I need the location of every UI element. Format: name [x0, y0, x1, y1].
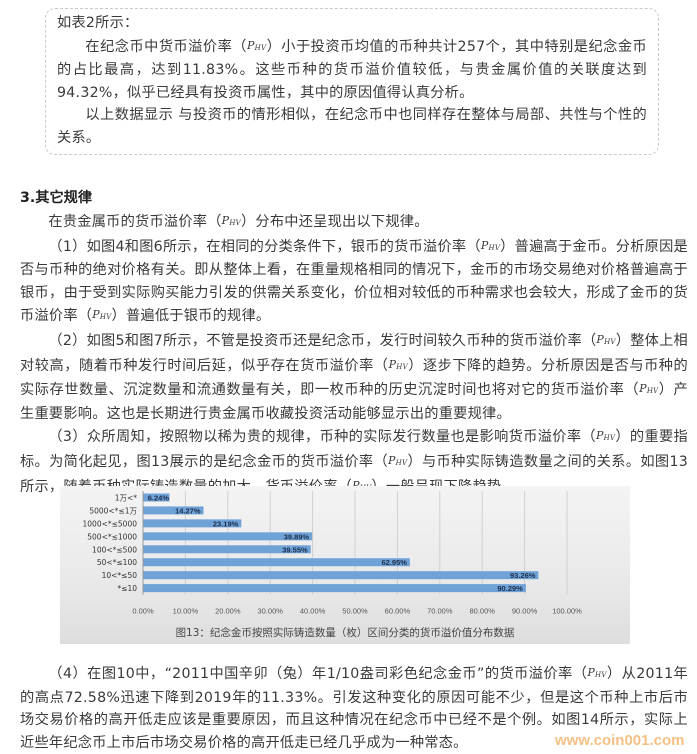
category-label: 1000<*≤5000 — [83, 519, 138, 528]
paragraph-4: （4）在图10中，“2011中国辛卯（兔）年1/10盎司彩色纪念金币”的货币溢价… — [20, 662, 688, 754]
watermark: www.coin001.com — [555, 732, 685, 749]
x-tick-label: 80.00% — [469, 607, 495, 616]
paragraph: 在纪念币中货币溢价率（PHV）小于投资币均值的币种共计257个，其中特别是纪念金… — [57, 35, 647, 105]
data-label: 14.27% — [175, 506, 201, 515]
paragraph: （4）在图10中，“2011中国辛卯（兔）年1/10盎司彩色纪念金币”的货币溢价… — [20, 662, 688, 754]
bar — [143, 558, 410, 567]
data-label: 62.95% — [381, 558, 407, 567]
data-label: 39.55% — [282, 545, 308, 554]
paragraph: 在贵金属币的货币溢价率（PHV）分布中还呈现出以下规律。 — [20, 210, 688, 235]
data-label: 23.19% — [213, 519, 239, 528]
category-label: 10<*≤50 — [102, 571, 138, 580]
data-label: 93.26% — [510, 571, 536, 580]
phv-symbol: PHV — [595, 429, 616, 443]
x-tick-label: 40.00% — [300, 607, 326, 616]
data-label: 6.24% — [148, 493, 170, 502]
x-tick-label: 10.00% — [173, 607, 199, 616]
x-tick-label: 90.00% — [512, 607, 538, 616]
category-label: *≤10 — [117, 584, 137, 593]
x-tick-label: 70.00% — [427, 607, 453, 616]
phv-symbol: PHV — [639, 382, 659, 396]
figure-13-chart: 0.00% 10.00% 20.00% 30.00% 40.00% 50.00% 60.00… — [60, 486, 630, 644]
bar — [143, 506, 204, 515]
category-label: 5000<*≤1万 — [89, 506, 137, 515]
phv-symbol: PHV — [587, 666, 607, 679]
x-tick-label: 30.00% — [257, 607, 283, 616]
section-body: 在贵金属币的货币溢价率（PHV）分布中还呈现出以下规律。 （1）如图4和图6所示，… — [20, 210, 688, 499]
phv-symbol: PHV — [596, 332, 616, 346]
category-label: 1万<* — [115, 493, 138, 502]
data-label: 39.89% — [284, 532, 310, 541]
bar — [143, 493, 170, 502]
paragraph: （3）众所周知，按照物以稀为贵的规律，币种的实际发行数量也是影响货币溢价率（PH… — [20, 425, 688, 499]
phv-symbol: PHV — [92, 308, 112, 322]
category-label: 100<*≤500 — [92, 545, 137, 554]
bar — [143, 519, 242, 528]
phv-symbol: PHV — [221, 214, 241, 227]
section-title: 3.其它规律 — [20, 190, 93, 206]
bar — [143, 532, 313, 541]
phv-symbol: PHV — [388, 357, 408, 371]
x-tick-label: 100.00% — [552, 607, 582, 616]
x-tick-label: 0.00% — [132, 607, 154, 616]
bar — [143, 545, 311, 554]
bar-chart: 0.00% 10.00% 20.00% 30.00% 40.00% 50.00% 60.00… — [83, 491, 582, 639]
phv-symbol: PHV — [480, 238, 501, 252]
bar — [143, 571, 539, 580]
category-label: 500<*≤1000 — [87, 532, 137, 541]
x-tick-label: 20.00% — [215, 607, 241, 616]
paragraph: 以上数据显示 与投资币的情形相似，在纪念币中也同样存在整体与局部、共性与个性的关… — [57, 107, 647, 146]
category-label: 50<*≤100 — [97, 558, 137, 567]
phv-symbol: PHV — [388, 453, 408, 467]
chart-title: 图13：纪念金币按照实际铸造数量（枚）区间分类的货币溢价值分布数据 — [176, 626, 515, 639]
data-label: 90.29% — [497, 584, 523, 593]
section-other-rules: 3.其它规律 在贵金属币的货币溢价率（PHV）分布中还呈现出以下规律。 （1）如图… — [20, 186, 688, 499]
bar — [143, 584, 526, 593]
paragraph: 如表2所示： — [57, 15, 139, 31]
paragraph: （2）如图5和图7所示，不管是投资币还是纪念币，发行时间较久币种的货币溢价率（P… — [20, 329, 688, 425]
paragraph: （1）如图4和图6所示，在相同的分类条件下，银币的货币溢价率（PHV）普遍高于金… — [20, 235, 688, 329]
x-tick-label: 50.00% — [342, 607, 368, 616]
quote-box: 如表2所示： 在纪念币中货币溢价率（PHV）小于投资币均值的币种共计257个，其中… — [45, 8, 659, 155]
phv-symbol: PHV — [247, 38, 267, 52]
x-tick-label: 60.00% — [385, 607, 411, 616]
